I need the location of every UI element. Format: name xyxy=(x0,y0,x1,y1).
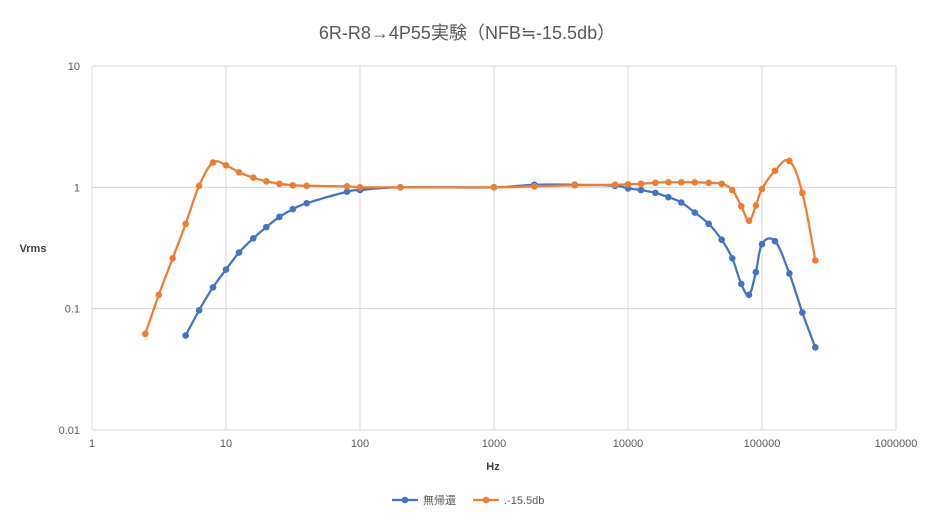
x-tick-label: 100 xyxy=(351,438,369,450)
data-point xyxy=(182,332,189,339)
data-point xyxy=(182,220,189,228)
y-tick-label: 10 xyxy=(68,61,80,73)
data-point xyxy=(678,179,685,186)
grid-lines xyxy=(91,65,897,431)
data-point xyxy=(611,181,619,189)
data-point xyxy=(691,179,699,186)
data-point xyxy=(758,185,766,193)
data-point xyxy=(303,182,310,190)
data-point xyxy=(637,180,645,188)
y-axis-label: Vrms xyxy=(20,243,47,255)
data-point xyxy=(250,235,257,242)
y-tick-labels: 0.01 0.1 1 10 xyxy=(59,61,80,437)
series-1 xyxy=(182,181,819,351)
series-line xyxy=(184,183,817,348)
data-point xyxy=(169,255,176,262)
data-point xyxy=(142,330,149,338)
y-tick-label: 0.01 xyxy=(59,425,80,437)
data-point xyxy=(624,180,632,188)
data-point xyxy=(718,180,725,188)
data-point xyxy=(752,268,760,276)
x-tick-label: 1 xyxy=(89,438,95,450)
data-point xyxy=(745,217,753,225)
data-point xyxy=(209,284,217,291)
data-point xyxy=(737,280,745,288)
data-point xyxy=(728,255,736,262)
data-point xyxy=(786,157,793,165)
data-point xyxy=(728,186,736,194)
data-point xyxy=(678,199,685,206)
y-tick-label: 1 xyxy=(74,182,80,194)
y-tick-label: 0.1 xyxy=(65,304,80,316)
data-point xyxy=(235,169,243,176)
series-layer xyxy=(142,157,819,351)
data-point xyxy=(303,199,310,207)
data-point xyxy=(571,181,578,189)
x-tick-label: 10 xyxy=(220,438,232,450)
data-point xyxy=(490,184,498,191)
data-point xyxy=(752,202,760,209)
data-point xyxy=(799,189,806,197)
legend-swatch-marker xyxy=(401,496,409,504)
data-point xyxy=(195,182,203,190)
legend: 無帰還 .-15.5db xyxy=(392,493,544,507)
data-point xyxy=(637,186,645,194)
data-point xyxy=(289,181,297,189)
x-tick-label: 1000000 xyxy=(875,438,918,450)
data-point xyxy=(771,167,779,175)
data-point xyxy=(209,159,217,166)
data-point xyxy=(195,306,203,314)
chart-title: 6R-R8→4P55実験（NFB≒-15.5db） xyxy=(319,23,615,43)
data-point xyxy=(343,182,351,190)
x-axis-label: Hz xyxy=(486,461,500,473)
legend-label: 無帰還 xyxy=(423,493,456,507)
data-point xyxy=(276,180,283,188)
data-point xyxy=(276,213,283,221)
data-point xyxy=(771,237,779,245)
data-point xyxy=(289,205,297,213)
x-tick-label: 10000 xyxy=(613,438,644,450)
data-point xyxy=(705,220,712,228)
data-point xyxy=(812,257,819,264)
data-point xyxy=(652,179,659,187)
data-point xyxy=(665,193,672,201)
data-point xyxy=(786,270,793,277)
data-point xyxy=(397,184,404,191)
data-point xyxy=(222,266,230,273)
legend-label: .-15.5db xyxy=(504,495,544,507)
x-tick-label: 100000 xyxy=(744,438,781,450)
data-point xyxy=(758,240,766,248)
data-point xyxy=(718,236,725,244)
data-point xyxy=(263,178,270,185)
data-point xyxy=(356,184,364,191)
x-tick-labels: 1 10 100 1000 10000 100000 1000000 xyxy=(89,438,917,450)
data-point xyxy=(235,249,243,256)
data-point xyxy=(531,182,538,190)
data-point xyxy=(263,223,270,231)
x-tick-label: 1000 xyxy=(482,438,506,450)
series-2 xyxy=(142,157,819,338)
data-point xyxy=(737,202,745,210)
data-point xyxy=(799,309,806,316)
legend-item: .-15.5db xyxy=(473,495,544,507)
data-point xyxy=(222,161,230,169)
data-point xyxy=(745,291,753,299)
data-point xyxy=(250,174,257,182)
data-point xyxy=(691,209,699,216)
legend-swatch-marker xyxy=(482,496,490,504)
data-point xyxy=(155,291,163,299)
legend-item: 無帰還 xyxy=(392,493,456,507)
data-point xyxy=(652,189,659,197)
data-point xyxy=(705,179,712,187)
data-point xyxy=(812,344,819,351)
data-point xyxy=(665,179,672,186)
data-point xyxy=(343,188,351,196)
